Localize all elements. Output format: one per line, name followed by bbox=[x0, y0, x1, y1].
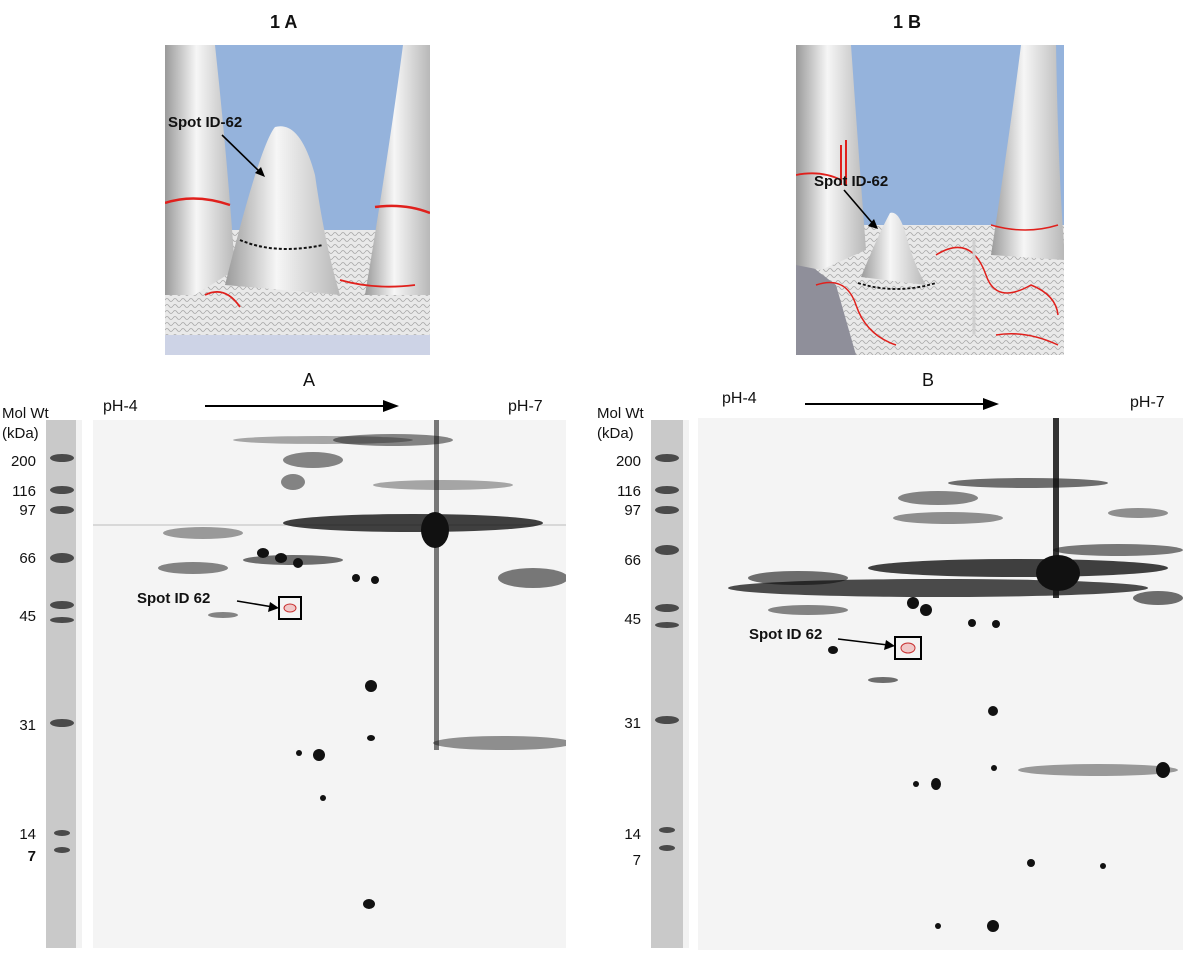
gel-title-a: A bbox=[303, 370, 316, 390]
mw-marker-116-b: 116 bbox=[617, 483, 641, 500]
mw-marker-7-a: 7 bbox=[27, 848, 36, 865]
ph-left-label-b: pH-4 bbox=[722, 390, 757, 407]
surface-title-1a: 1 A bbox=[270, 12, 298, 32]
ph-arrow-b bbox=[805, 398, 999, 410]
surface-spot-label-1a: Spot ID-62 bbox=[168, 114, 243, 131]
mw-marker-45-b: 45 bbox=[624, 611, 641, 628]
gel-title-b: B bbox=[922, 370, 935, 390]
ph-right-label-a: pH-7 bbox=[508, 398, 543, 415]
marker-lane-b bbox=[651, 420, 689, 948]
gel-image-b bbox=[698, 418, 1183, 950]
mw-marker-200-b: 200 bbox=[615, 453, 641, 470]
mw-marker-7-b: 7 bbox=[632, 852, 641, 869]
mol-wt-title-a: Mol Wt (kDa) bbox=[2, 405, 49, 442]
mw-marker-14-a: 14 bbox=[19, 826, 36, 843]
mw-marker-97-a: 97 bbox=[19, 502, 36, 519]
marker-lane-a bbox=[46, 420, 82, 948]
mw-marker-116-a: 116 bbox=[12, 483, 36, 500]
mw-marker-200-a: 200 bbox=[10, 453, 36, 470]
surface-view-1a bbox=[165, 45, 430, 355]
surface-title-1b: 1 B bbox=[893, 12, 922, 32]
gel-spot-label-b: Spot ID 62 bbox=[749, 626, 823, 643]
gel-image-a bbox=[93, 420, 566, 948]
ph-left-label-a: pH-4 bbox=[103, 398, 138, 415]
mw-marker-66-a: 66 bbox=[19, 550, 36, 567]
surface-view-1b bbox=[796, 45, 1064, 355]
mw-marker-31-a: 31 bbox=[19, 717, 36, 734]
surface-spot-label-1b: Spot ID-62 bbox=[814, 173, 889, 190]
ph-right-label-b: pH-7 bbox=[1130, 394, 1165, 411]
mw-marker-97-b: 97 bbox=[624, 502, 641, 519]
ph-arrow-a bbox=[205, 400, 399, 412]
mw-marker-31-b: 31 bbox=[624, 715, 641, 732]
mol-wt-title-b: Mol Wt (kDa) bbox=[597, 405, 644, 442]
mw-marker-14-b: 14 bbox=[624, 826, 641, 843]
gel-spot-label-a: Spot ID 62 bbox=[137, 590, 211, 607]
mw-marker-66-b: 66 bbox=[624, 552, 641, 569]
mw-marker-45-a: 45 bbox=[19, 608, 36, 625]
